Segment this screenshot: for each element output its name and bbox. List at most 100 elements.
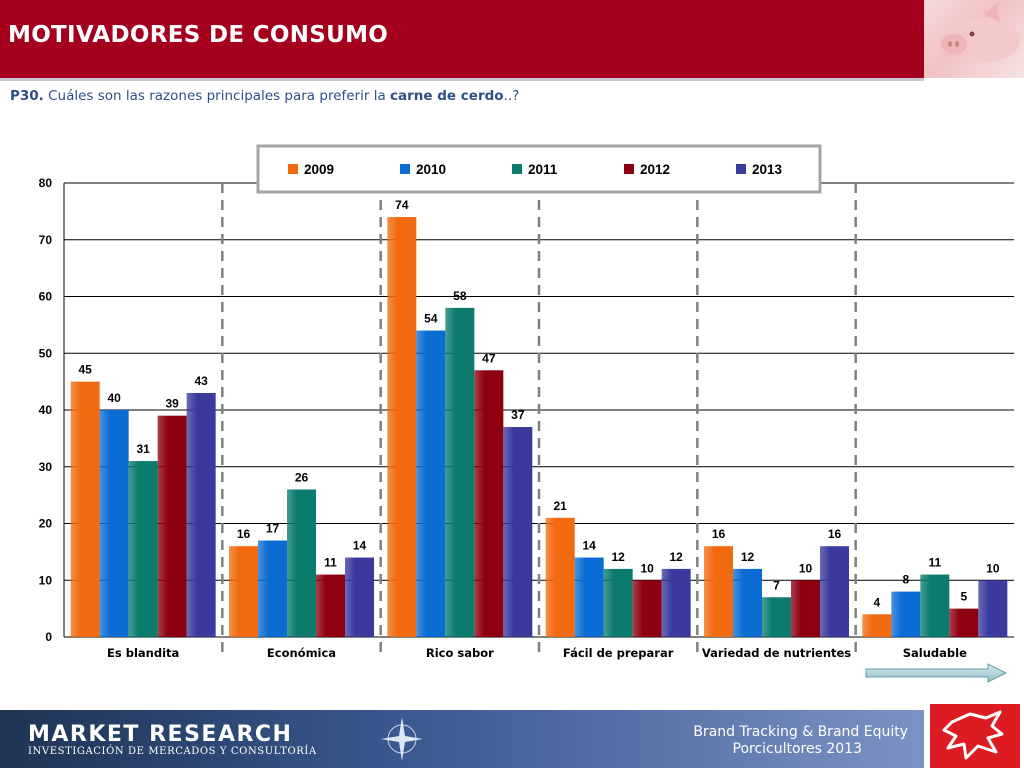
bar	[603, 568, 633, 637]
bar	[503, 427, 533, 637]
question-code: P30.	[10, 88, 44, 104]
legend-label: 2009	[304, 162, 334, 177]
bar	[258, 540, 287, 637]
data-label: 16	[237, 527, 251, 541]
data-label: 16	[712, 527, 726, 541]
data-label: 39	[165, 397, 179, 411]
bar	[978, 580, 1008, 637]
footer-brand-sub: INVESTIGACIÓN DE MERCADOS Y CONSULTORÍA	[28, 746, 317, 757]
company-logo	[924, 700, 1024, 768]
x-tick-label: Fácil de preparar	[563, 646, 674, 660]
bar	[820, 546, 849, 637]
x-tick-label: Es blandita	[107, 646, 179, 660]
data-label: 7	[773, 578, 780, 592]
legend-swatch	[512, 164, 522, 174]
bar	[661, 568, 691, 637]
bar	[762, 597, 791, 637]
bar	[862, 614, 892, 637]
bar	[186, 392, 216, 637]
bar	[287, 489, 316, 637]
footer-bar: MARKET RESEARCH INVESTIGACIÓN DE MERCADO…	[0, 710, 924, 768]
data-label: 11	[324, 556, 337, 570]
bar	[316, 574, 345, 637]
bar	[128, 461, 158, 637]
data-label: 43	[194, 374, 208, 388]
data-label: 58	[453, 289, 467, 303]
data-label: 45	[78, 363, 92, 377]
data-label: 8	[902, 573, 909, 587]
y-tick-label: 40	[39, 403, 53, 417]
data-label: 26	[295, 470, 309, 484]
legend-label: 2011	[528, 162, 558, 177]
y-tick-label: 50	[39, 346, 53, 360]
y-tick-label: 10	[39, 573, 53, 587]
bar	[157, 415, 187, 637]
bar	[949, 608, 979, 637]
survey-question: P30. Cuáles son las razones principales …	[10, 88, 519, 104]
page-title: MOTIVADORES DE CONSUMO	[8, 22, 389, 48]
bar	[345, 557, 374, 637]
arrow-right-icon	[865, 663, 1008, 683]
legend-label: 2012	[640, 162, 670, 177]
x-tick-label: Saludable	[903, 646, 967, 660]
data-label: 4	[873, 595, 880, 609]
legend-swatch	[736, 164, 746, 174]
data-label: 14	[582, 539, 596, 553]
header-rule	[0, 78, 924, 81]
pig-photo	[924, 0, 1024, 78]
question-emphasis: carne de cerdo	[390, 88, 504, 104]
data-label: 47	[482, 351, 496, 365]
compass-icon	[381, 717, 423, 761]
bar	[733, 568, 762, 637]
bar	[70, 381, 100, 637]
data-label: 14	[353, 539, 367, 553]
data-label: 54	[424, 312, 438, 326]
y-tick-label: 0	[45, 630, 52, 644]
bar	[632, 580, 662, 637]
bar	[920, 574, 950, 637]
data-label: 21	[553, 499, 567, 513]
bar	[891, 591, 921, 637]
x-tick-label: Económica	[267, 646, 336, 660]
legend-swatch	[288, 164, 298, 174]
x-tick-label: Rico sabor	[426, 646, 494, 660]
bar	[416, 330, 446, 637]
data-label: 17	[266, 522, 280, 536]
legend-swatch	[624, 164, 634, 174]
bar	[574, 557, 604, 637]
bar	[387, 217, 417, 638]
data-label: 31	[136, 442, 150, 456]
data-label: 37	[511, 408, 525, 422]
chart-bars	[70, 217, 1008, 638]
bar	[545, 517, 575, 637]
x-tick-label: Variedad de nutrientes	[702, 646, 851, 660]
legend-swatch	[400, 164, 410, 174]
data-label: 16	[828, 527, 842, 541]
footer-brand: MARKET RESEARCH	[28, 722, 293, 747]
header-bar: MOTIVADORES DE CONSUMO	[0, 0, 924, 78]
bar	[229, 546, 258, 637]
chart-legend: 2009 2010 2011 2012 2013	[256, 144, 822, 194]
data-label: 12	[669, 550, 683, 564]
y-tick-label: 20	[39, 517, 53, 531]
bar	[445, 307, 475, 637]
legend-label: 2013	[752, 162, 783, 177]
bar	[474, 370, 504, 637]
data-label: 5	[960, 590, 967, 604]
data-label: 12	[611, 550, 625, 564]
data-label: 11	[928, 556, 941, 570]
question-end: ..?	[503, 88, 520, 104]
data-label: 10	[640, 561, 654, 575]
footer-line1: Brand Tracking & Brand Equity	[693, 724, 908, 740]
y-tick-label: 80	[39, 176, 53, 190]
data-label: 12	[741, 550, 755, 564]
pig-icon	[941, 4, 1020, 62]
next-arrow-button[interactable]	[864, 663, 1009, 685]
legend-label: 2010	[416, 162, 446, 177]
pig-logo-icon	[942, 710, 1004, 760]
data-label: 10	[986, 561, 1000, 575]
y-tick-label: 60	[39, 290, 53, 304]
legend-box	[256, 144, 822, 194]
